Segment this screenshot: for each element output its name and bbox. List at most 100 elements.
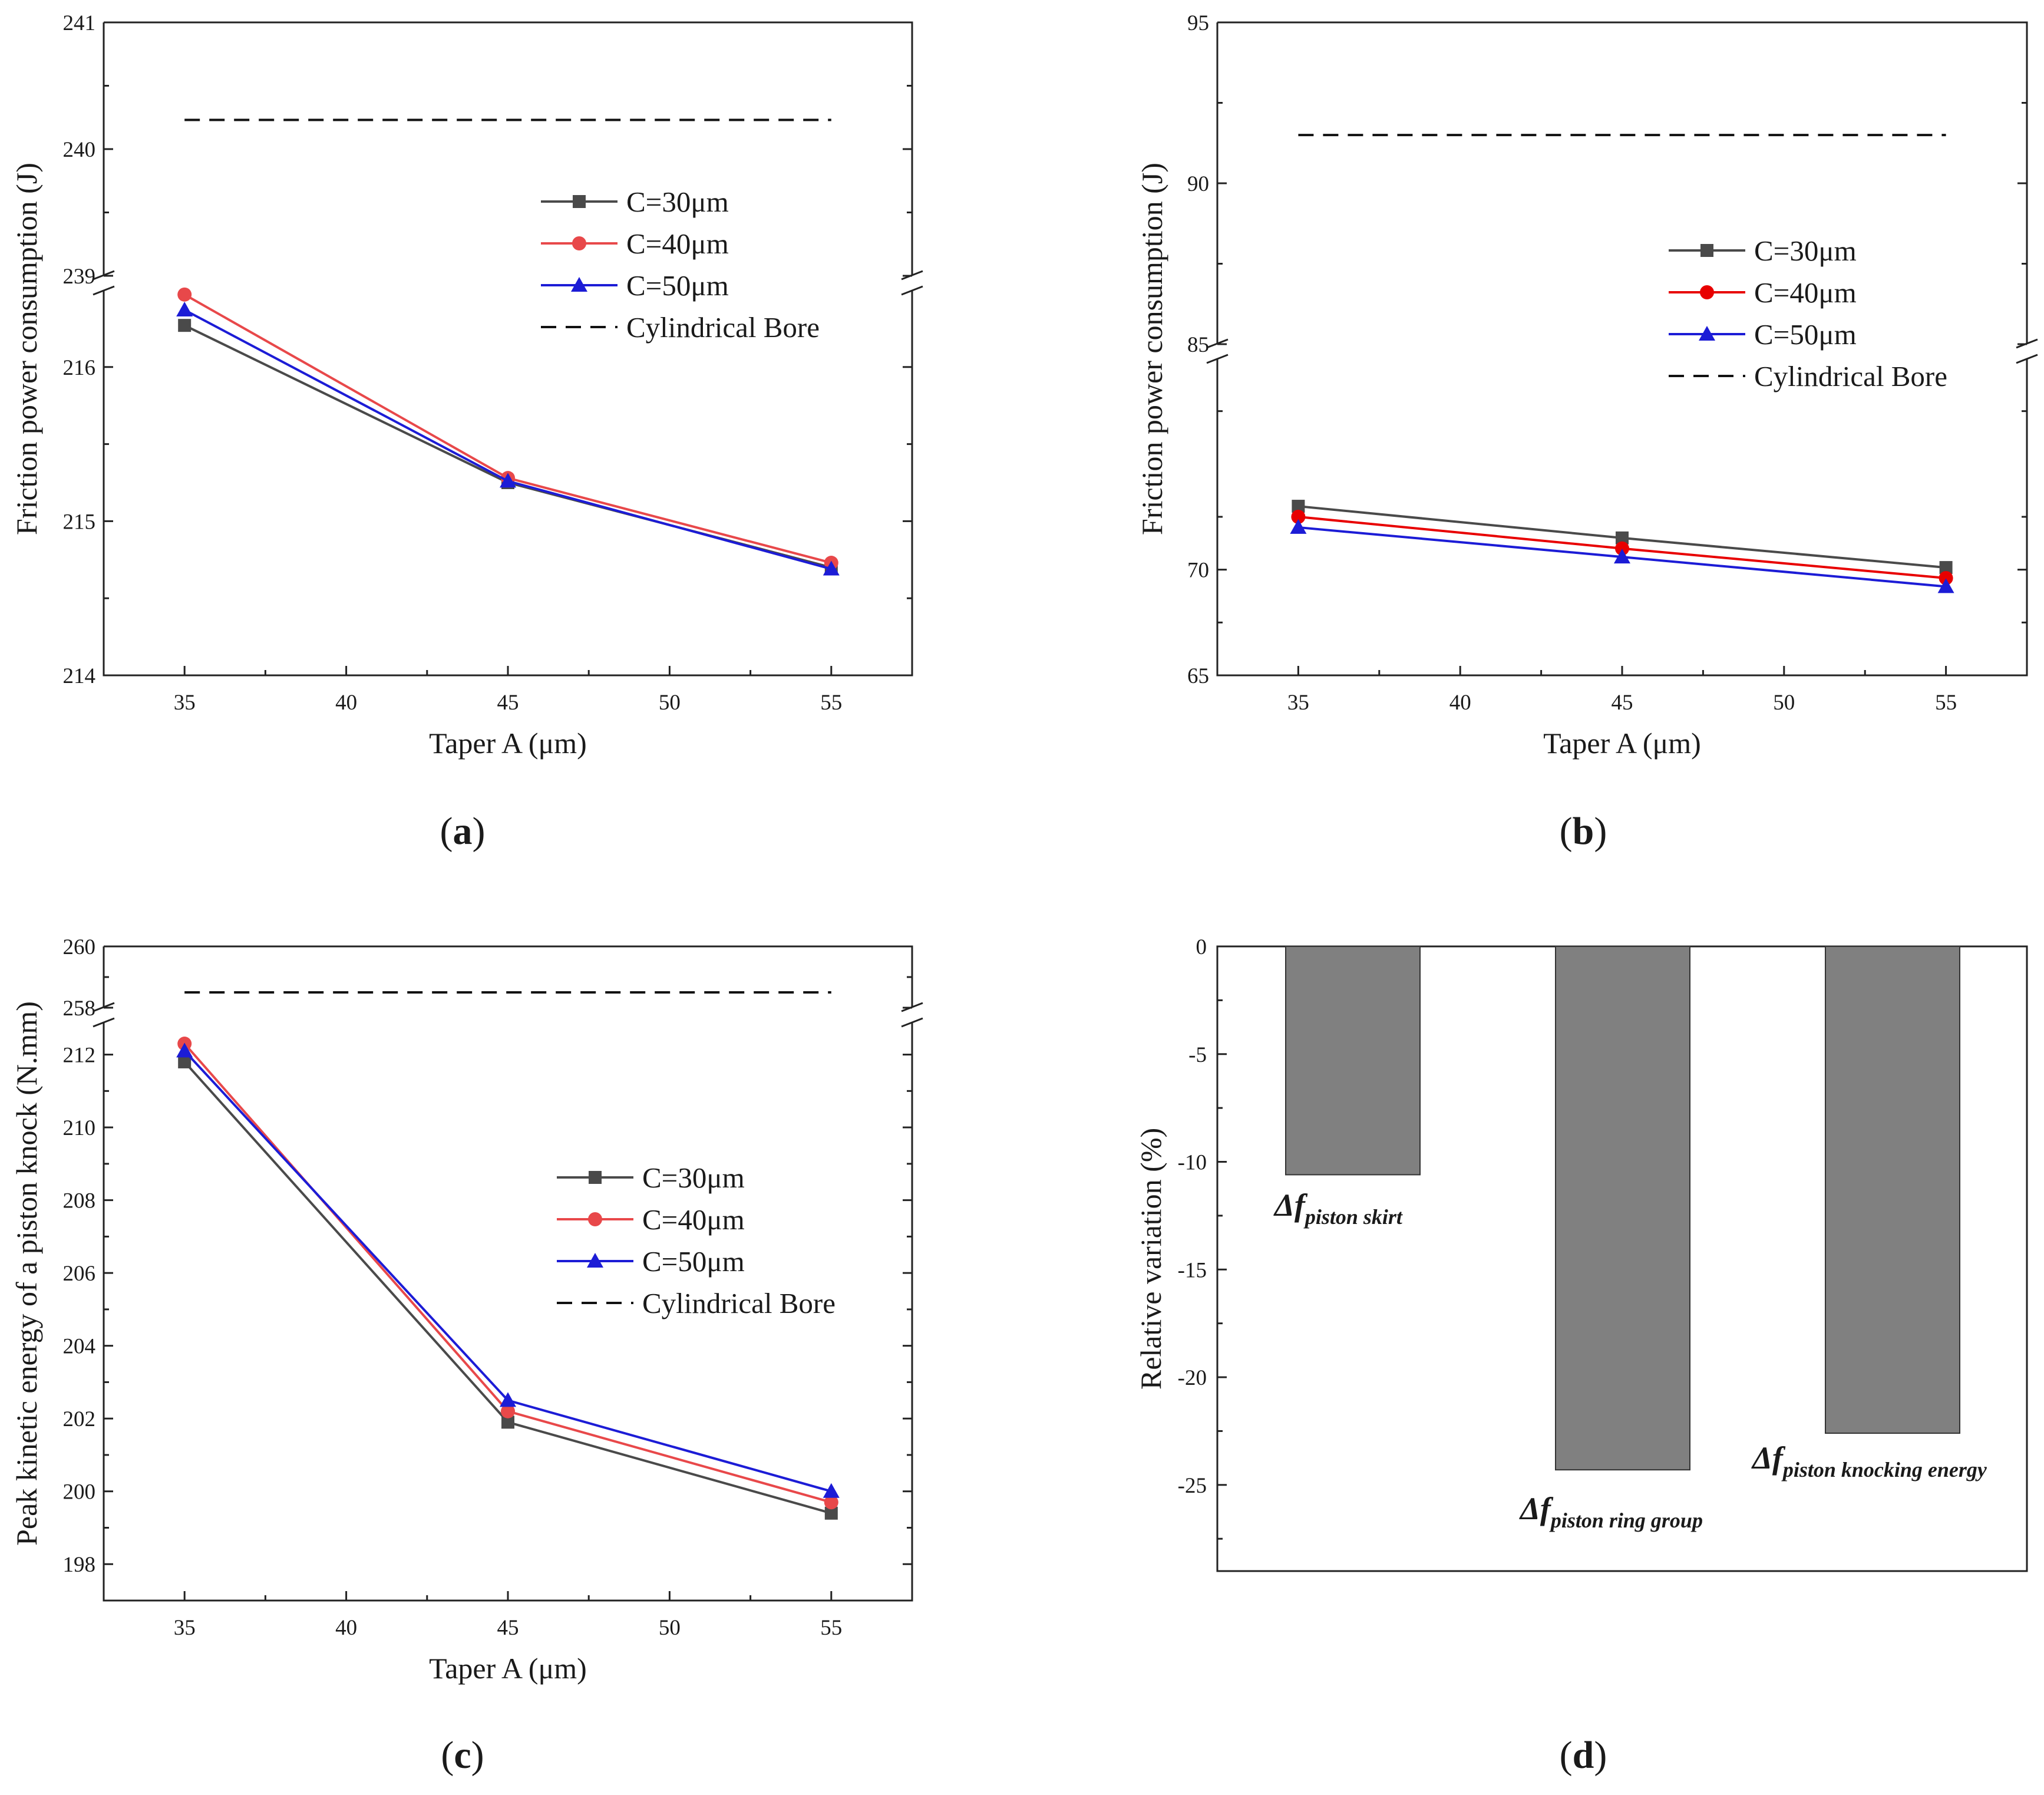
y-tick-label: 260: [63, 935, 96, 959]
panel-label: (a): [440, 810, 486, 853]
legend-marker: [589, 1171, 602, 1184]
legend-marker: [587, 1253, 603, 1268]
bar: [1555, 946, 1690, 1471]
x-tick-label: 45: [497, 691, 519, 715]
axis-frame-upper: [104, 945, 913, 1008]
x-axis-label: Taper A (μm): [429, 1652, 587, 1685]
y-tick-label: -5: [1188, 1043, 1207, 1067]
x-tick-label: 45: [1612, 691, 1633, 715]
legend-label: C=50μm: [626, 269, 729, 302]
legend-label: C=30μm: [1754, 235, 1857, 267]
data-point: [177, 287, 192, 302]
y-tick-label: 216: [63, 356, 96, 380]
data-point: [501, 1404, 515, 1418]
x-tick-label: 50: [659, 691, 681, 715]
y-tick-label: 204: [63, 1335, 96, 1359]
data-point: [1290, 519, 1307, 534]
axis-break-mark: [1206, 354, 1229, 364]
legend-label: C=50μm: [642, 1245, 745, 1278]
x-tick-label: 40: [335, 691, 357, 715]
y-tick-label: -10: [1178, 1151, 1207, 1175]
x-tick-label: 45: [497, 1616, 519, 1640]
y-axis-label: Friction power consumption (J): [1135, 163, 1168, 535]
axis-break-mark: [93, 1017, 115, 1028]
panel-label: (c): [441, 1734, 484, 1777]
legend-label: Cylindrical Bore: [642, 1287, 836, 1319]
data-point: [1937, 578, 1954, 593]
legend-marker: [1700, 285, 1714, 299]
axis-break-mark: [2016, 354, 2038, 364]
y-tick-label: -25: [1178, 1474, 1207, 1498]
bar: [1285, 946, 1421, 1176]
y-tick-label: 239: [63, 265, 96, 289]
y-tick-label: 85: [1187, 333, 1209, 357]
legend-label: Cylindrical Bore: [626, 311, 820, 344]
data-point: [1614, 549, 1630, 564]
x-tick-label: 50: [659, 1616, 681, 1640]
y-tick-label: 202: [63, 1407, 96, 1431]
x-tick-label: 35: [174, 1616, 196, 1640]
chart-panel-d: 0 -5 -10 -15 -20 -25 Relative variation (%) Δfp…: [1134, 935, 2028, 1777]
axis-break-mark: [93, 285, 115, 296]
legend-marker: [573, 195, 586, 208]
chart-panel-b: 85 90 95 65 70 35 40 45 50 55 Taper A (μm) Friction…: [1135, 11, 2038, 853]
y-axis-label: Relative variation (%): [1134, 1128, 1167, 1390]
x-tick-label: 55: [1935, 691, 1957, 715]
legend-label: C=30μm: [626, 186, 729, 218]
y-tick-label: 258: [63, 997, 96, 1021]
data-point: [500, 473, 516, 488]
data-point: [1292, 500, 1305, 513]
y-tick-label: 208: [63, 1189, 96, 1213]
legend-label: Cylindrical Bore: [1754, 360, 1947, 392]
x-tick-label: 50: [1773, 691, 1795, 715]
axis-frame-lower: [1216, 358, 2028, 677]
y-tick-label: 240: [63, 138, 96, 162]
y-axis-label: Friction power consumption (J): [10, 163, 43, 535]
axis-break-mark: [901, 1017, 923, 1028]
bar-label: Δfpiston ring group: [1519, 1491, 1703, 1532]
data-point: [500, 1392, 516, 1407]
legend-label: C=40μm: [626, 227, 729, 260]
panel-label: (b): [1560, 810, 1607, 853]
data-point: [824, 1506, 838, 1520]
data-point: [1939, 571, 1953, 586]
y-tick-label: 206: [63, 1262, 96, 1286]
y-tick-label: 198: [63, 1553, 96, 1577]
bar-label: Δfpiston skirt: [1273, 1187, 1403, 1229]
y-tick-label: -20: [1178, 1366, 1207, 1390]
y-tick-label: 90: [1187, 172, 1209, 196]
legend-marker: [571, 277, 587, 292]
legend-marker: [1700, 244, 1713, 257]
legend-marker: [572, 236, 586, 250]
data-point: [501, 1415, 514, 1429]
x-tick-label: 55: [820, 1616, 842, 1640]
y-tick-label: -15: [1178, 1258, 1207, 1282]
axis-break-mark: [901, 285, 923, 296]
chart-panel-c: 258 260 198 200 202 204 206 208 210 212 35 40 45 50 55…: [10, 935, 923, 1777]
legend-label: C=40μm: [1754, 276, 1857, 309]
y-tick-label: 210: [63, 1116, 96, 1140]
legend-label: C=50μm: [1754, 318, 1857, 351]
x-tick-label: 55: [820, 691, 842, 715]
legend-marker: [588, 1212, 602, 1226]
data-point: [178, 319, 191, 332]
y-tick-label: 95: [1187, 11, 1209, 35]
data-point: [1615, 541, 1629, 556]
x-tick-label: 40: [335, 1616, 357, 1640]
chart-panel-a: 239 240 241 214 215 216 35 40 45 50 55 Taper A (μm)…: [10, 11, 923, 853]
y-tick-label: 241: [63, 11, 96, 35]
panel-label: (d): [1560, 1734, 1607, 1777]
data-point: [1291, 510, 1306, 524]
x-axis-label: Taper A (μm): [429, 727, 587, 760]
data-point: [1616, 531, 1629, 545]
bar-label: Δfpiston knocking energy: [1751, 1440, 1987, 1481]
data-point: [824, 1495, 838, 1510]
y-tick-label: 212: [63, 1044, 96, 1068]
y-tick-label: 70: [1187, 559, 1209, 583]
data-point: [176, 1042, 193, 1058]
y-tick-label: 0: [1196, 935, 1207, 959]
axis-frame-upper: [104, 21, 913, 276]
y-tick-label: 65: [1187, 664, 1209, 688]
x-tick-label: 35: [1287, 691, 1309, 715]
